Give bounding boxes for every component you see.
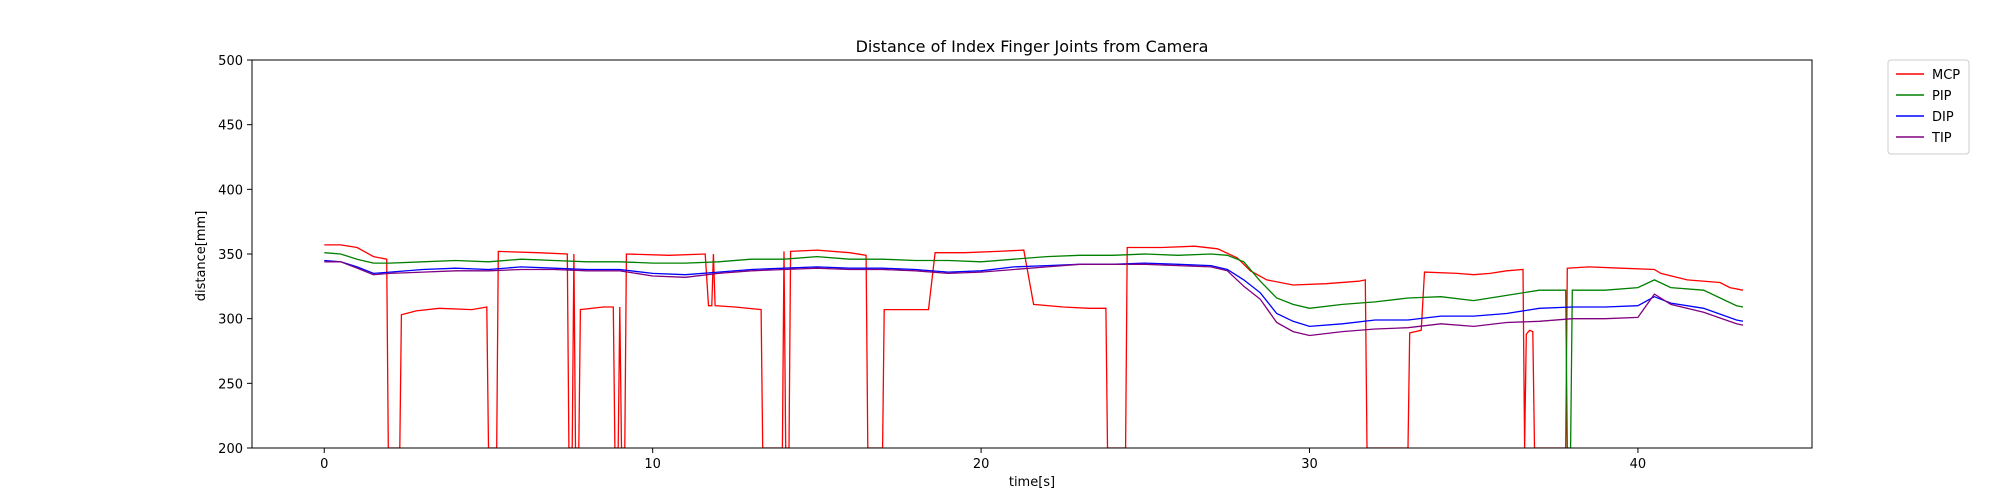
x-tick-label: 40 bbox=[1630, 457, 1647, 472]
y-tick-label: 500 bbox=[218, 54, 243, 69]
series-line-tip bbox=[324, 261, 1744, 337]
legend-box bbox=[1887, 59, 1970, 155]
x-tick-label: 0 bbox=[320, 457, 328, 472]
chart-title: Distance of Index Finger Joints from Cam… bbox=[856, 37, 1209, 56]
legend: MCP PIP DIP TIP bbox=[1887, 59, 1970, 155]
y-tick-label: 200 bbox=[218, 442, 243, 457]
y-tick-label: 300 bbox=[218, 313, 243, 328]
legend-label-tip: TIP bbox=[1931, 131, 1952, 146]
y-tick-label: 250 bbox=[218, 377, 243, 392]
x-tick-label: 30 bbox=[1301, 457, 1318, 472]
legend-label-pip: PIP bbox=[1932, 89, 1952, 104]
y-tick-label: 450 bbox=[218, 119, 243, 134]
y-axis-label: distance[mm] bbox=[194, 211, 209, 302]
legend-label-dip: DIP bbox=[1932, 110, 1954, 125]
y-tick-label: 350 bbox=[218, 248, 243, 263]
series-line-mcp bbox=[324, 244, 1744, 448]
x-tick-label: 20 bbox=[973, 457, 990, 472]
x-axis-ticks: 0 10 20 30 40 bbox=[320, 448, 1646, 472]
x-axis-label: time[s] bbox=[1009, 475, 1055, 490]
y-tick-label: 400 bbox=[218, 183, 243, 198]
legend-label-mcp: MCP bbox=[1932, 68, 1960, 83]
x-tick-label: 10 bbox=[644, 457, 661, 472]
series-line-pip bbox=[324, 252, 1744, 448]
plot-series bbox=[324, 244, 1744, 448]
y-axis-ticks: 200 250 300 350 400 450 500 bbox=[218, 54, 252, 457]
